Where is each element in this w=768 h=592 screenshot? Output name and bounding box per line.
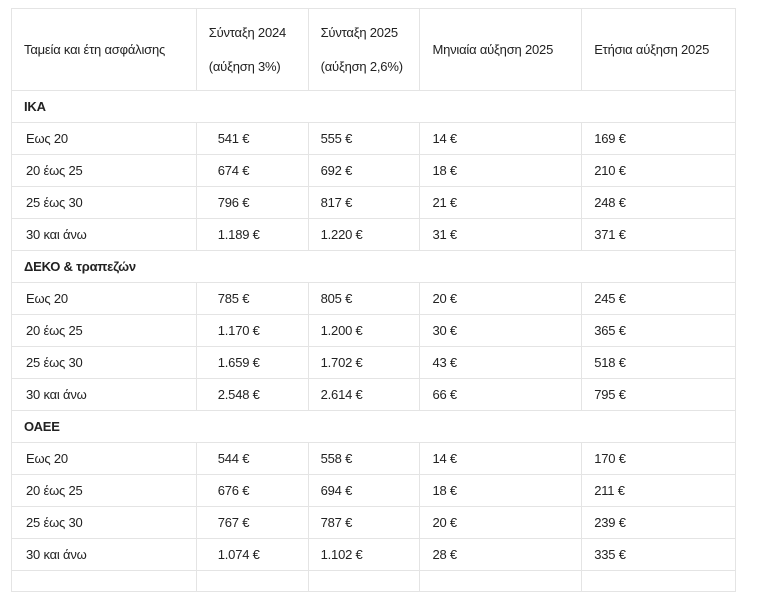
pension-2024-cell: 676 € <box>195 474 309 507</box>
table-row: 30 και άνω 1.189 €1.220 €31 €371 € <box>11 218 736 251</box>
pension-2024-cell: 1.074 € <box>195 538 309 571</box>
table-row: Εως 20 544 €558 €14 €170 € <box>11 442 736 475</box>
pension-table: Ταμεία και έτη ασφάλισης Σύνταξη 2024 (αύ… <box>11 8 736 592</box>
pension-2024-cell: 544 € <box>195 442 309 475</box>
header-text: Σύνταξη 2024 <box>208 24 287 40</box>
header-text: Ταμεία και έτη ασφάλισης <box>24 41 166 57</box>
pension-2025-cell: 787 € <box>307 506 421 539</box>
table-row: 20 έως 25 676 €694 €18 €211 € <box>11 474 736 507</box>
table-row: 25 έως 30 1.659 €1.702 €43 €518 € <box>11 346 736 379</box>
years-cell: 30 και άνω <box>11 218 197 251</box>
pension-2025-cell: 1.102 € <box>307 538 421 571</box>
monthly-increase-cell: 14 € <box>419 442 583 475</box>
empty-cell <box>581 570 736 592</box>
header-subtext: (αύξηση 3%) <box>208 58 281 74</box>
empty-cell <box>11 570 197 592</box>
annual-increase-cell: 371 € <box>581 218 736 251</box>
pension-2024-cell: 1.659 € <box>195 346 309 379</box>
empty-cell <box>195 570 309 592</box>
pension-2024-cell: 785 € <box>195 282 309 315</box>
pension-2024-cell: 796 € <box>195 186 309 219</box>
header-annual-increase: Ετήσια αύξηση 2025 <box>581 8 736 91</box>
table-row: 25 έως 30 767 €787 €20 €239 € <box>11 506 736 539</box>
annual-increase-cell: 169 € <box>581 122 736 155</box>
empty-cell <box>419 570 583 592</box>
table-row: 20 έως 25 1.170 €1.200 €30 €365 € <box>11 314 736 347</box>
empty-cell <box>307 570 421 592</box>
monthly-increase-cell: 28 € <box>419 538 583 571</box>
section-title: ΔΕΚΟ & τραπεζών <box>11 250 736 283</box>
annual-increase-cell: 365 € <box>581 314 736 347</box>
pension-2025-cell: 817 € <box>307 186 421 219</box>
section-title: ΙΚΑ <box>11 90 736 123</box>
years-cell: Εως 20 <box>11 282 197 315</box>
header-pension-2024: Σύνταξη 2024 (αύξηση 3%) <box>195 8 309 91</box>
table-row: Εως 20 785 €805 €20 €245 € <box>11 282 736 315</box>
pension-2025-cell: 558 € <box>307 442 421 475</box>
pension-2025-cell: 2.614 € <box>307 378 421 411</box>
monthly-increase-cell: 43 € <box>419 346 583 379</box>
pension-2024-cell: 674 € <box>195 154 309 187</box>
table-row: Εως 20 541 €555 €14 €169 € <box>11 122 736 155</box>
pension-2025-cell: 692 € <box>307 154 421 187</box>
pension-2025-cell: 805 € <box>307 282 421 315</box>
years-cell: 25 έως 30 <box>11 346 197 379</box>
table-row: 25 έως 30 796 €817 €21 €248 € <box>11 186 736 219</box>
pension-2024-cell: 1.189 € <box>195 218 309 251</box>
header-row: Ταμεία και έτη ασφάλισης Σύνταξη 2024 (αύ… <box>11 8 736 91</box>
annual-increase-cell: 248 € <box>581 186 736 219</box>
table-row: 30 και άνω 2.548 €2.614 €66 €795 € <box>11 378 736 411</box>
pension-2024-cell: 2.548 € <box>195 378 309 411</box>
monthly-increase-cell: 30 € <box>419 314 583 347</box>
header-subtext: (αύξηση 2,6%) <box>320 58 403 74</box>
monthly-increase-cell: 66 € <box>419 378 583 411</box>
annual-increase-cell: 239 € <box>581 506 736 539</box>
years-cell: Εως 20 <box>11 442 197 475</box>
section-row: ΟΑΕΕ <box>11 410 736 443</box>
empty-row <box>11 570 736 592</box>
header-text: Ετήσια αύξηση 2025 <box>594 41 710 57</box>
pension-2025-cell: 1.200 € <box>307 314 421 347</box>
years-cell: Εως 20 <box>11 122 197 155</box>
annual-increase-cell: 335 € <box>581 538 736 571</box>
years-cell: 25 έως 30 <box>11 186 197 219</box>
header-fund: Ταμεία και έτη ασφάλισης <box>11 8 197 91</box>
monthly-increase-cell: 21 € <box>419 186 583 219</box>
years-cell: 20 έως 25 <box>11 154 197 187</box>
pension-2024-cell: 1.170 € <box>195 314 309 347</box>
annual-increase-cell: 795 € <box>581 378 736 411</box>
monthly-increase-cell: 31 € <box>419 218 583 251</box>
header-monthly-increase: Μηνιαία αύξηση 2025 <box>419 8 583 91</box>
monthly-increase-cell: 14 € <box>419 122 583 155</box>
section-row: ΙΚΑ <box>11 90 736 123</box>
monthly-increase-cell: 20 € <box>419 506 583 539</box>
annual-increase-cell: 211 € <box>581 474 736 507</box>
annual-increase-cell: 210 € <box>581 154 736 187</box>
years-cell: 30 και άνω <box>11 378 197 411</box>
pension-2025-cell: 555 € <box>307 122 421 155</box>
years-cell: 30 και άνω <box>11 538 197 571</box>
monthly-increase-cell: 18 € <box>419 154 583 187</box>
years-cell: 25 έως 30 <box>11 506 197 539</box>
annual-increase-cell: 518 € <box>581 346 736 379</box>
header-text: Μηνιαία αύξηση 2025 <box>432 41 554 57</box>
pension-2024-cell: 767 € <box>195 506 309 539</box>
annual-increase-cell: 170 € <box>581 442 736 475</box>
monthly-increase-cell: 18 € <box>419 474 583 507</box>
pension-2025-cell: 1.702 € <box>307 346 421 379</box>
section-row: ΔΕΚΟ & τραπεζών <box>11 250 736 283</box>
monthly-increase-cell: 20 € <box>419 282 583 315</box>
pension-2024-cell: 541 € <box>195 122 309 155</box>
years-cell: 20 έως 25 <box>11 314 197 347</box>
pension-2025-cell: 1.220 € <box>307 218 421 251</box>
header-text: Σύνταξη 2025 <box>320 24 398 40</box>
table-row: 30 και άνω 1.074 €1.102 €28 €335 € <box>11 538 736 571</box>
section-title: ΟΑΕΕ <box>11 410 736 443</box>
years-cell: 20 έως 25 <box>11 474 197 507</box>
table-row: 20 έως 25 674 €692 €18 €210 € <box>11 154 736 187</box>
header-pension-2025: Σύνταξη 2025 (αύξηση 2,6%) <box>307 8 421 91</box>
pension-2025-cell: 694 € <box>307 474 421 507</box>
annual-increase-cell: 245 € <box>581 282 736 315</box>
